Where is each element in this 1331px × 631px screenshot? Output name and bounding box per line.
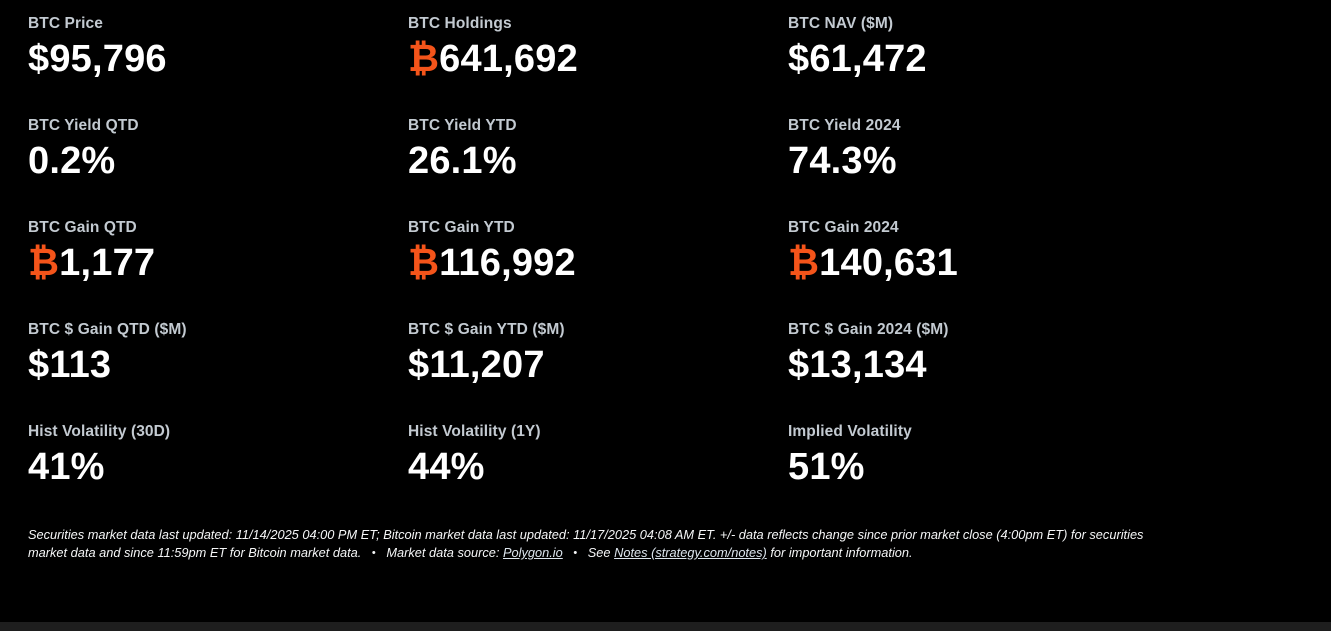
metric-value-text: $113 bbox=[28, 344, 112, 386]
metric-label: BTC Holdings bbox=[408, 15, 512, 32]
metric-card-btc-dollar-gain-ytd: BTC $ Gain YTD ($M) $11,207 bbox=[408, 320, 788, 388]
metric-value-text: $13,134 bbox=[788, 344, 927, 386]
metric-card-btc-dollar-gain-2024: BTC $ Gain 2024 ($M) $13,134 bbox=[788, 320, 1168, 388]
bullet-separator: • bbox=[371, 547, 376, 560]
metric-card-btc-gain-2024: BTC Gain 2024 ₿140,631 bbox=[788, 218, 1168, 286]
metric-value: 41% bbox=[28, 445, 408, 490]
metric-value: ₿1,177 bbox=[28, 241, 408, 286]
metric-value-text: 44% bbox=[408, 446, 485, 488]
metric-card-implied-volatility: Implied Volatility 51% bbox=[788, 422, 1168, 490]
metric-label: BTC Yield 2024 bbox=[788, 117, 901, 134]
metric-card-btc-price: BTC Price $95,796 bbox=[28, 14, 408, 82]
metric-value-text: 641,692 bbox=[439, 38, 578, 80]
metric-value: 26.1% bbox=[408, 139, 788, 184]
metric-value-text: $61,472 bbox=[788, 38, 927, 80]
bitcoin-symbol: ₿ bbox=[408, 38, 440, 80]
bitcoin-symbol: ₿ bbox=[28, 242, 60, 284]
metric-label: BTC Gain QTD bbox=[28, 219, 137, 236]
metric-value: ₿641,692 bbox=[408, 37, 788, 82]
metric-value: $13,134 bbox=[788, 343, 1168, 388]
bottom-edge-bar bbox=[0, 622, 1331, 631]
metric-value: $95,796 bbox=[28, 37, 408, 82]
metric-value: 0.2% bbox=[28, 139, 408, 184]
metric-value-text: 1,177 bbox=[59, 242, 156, 284]
metric-value: $113 bbox=[28, 343, 408, 388]
bitcoin-symbol: ₿ bbox=[408, 242, 440, 284]
metric-card-hist-volatility-30d: Hist Volatility (30D) 41% bbox=[28, 422, 408, 490]
metric-label: BTC Yield YTD bbox=[408, 117, 517, 134]
metric-value-text: $11,207 bbox=[408, 344, 545, 386]
metric-label: BTC Gain YTD bbox=[408, 219, 515, 236]
metric-label: BTC Price bbox=[28, 15, 103, 32]
metric-label: BTC NAV ($M) bbox=[788, 15, 894, 32]
metric-label: BTC Yield QTD bbox=[28, 117, 139, 134]
metric-value-text: 74.3% bbox=[788, 140, 897, 182]
see-label: See bbox=[587, 545, 611, 561]
metric-value-text: 41% bbox=[28, 446, 105, 488]
metric-value: $11,207 bbox=[408, 343, 788, 388]
metric-value: ₿140,631 bbox=[788, 241, 1168, 286]
metric-value: 51% bbox=[788, 445, 1168, 490]
metric-card-btc-yield-2024: BTC Yield 2024 74.3% bbox=[788, 116, 1168, 184]
notes-link[interactable]: Notes (strategy.com/notes) bbox=[614, 545, 767, 561]
polygon-link[interactable]: Polygon.io bbox=[503, 545, 563, 561]
bitcoin-symbol: ₿ bbox=[788, 242, 820, 284]
metric-label: BTC $ Gain YTD ($M) bbox=[408, 321, 565, 338]
metric-value-text: 140,631 bbox=[819, 242, 958, 284]
disclaimer-text: Securities market data last updated: 11/… bbox=[28, 527, 1144, 561]
metric-value-text: 0.2% bbox=[28, 140, 116, 182]
metric-label: Hist Volatility (1Y) bbox=[408, 423, 541, 440]
metric-value: 74.3% bbox=[788, 139, 1168, 184]
metric-value: 44% bbox=[408, 445, 788, 490]
metric-value: ₿116,992 bbox=[408, 241, 788, 286]
metric-value-text: 116,992 bbox=[439, 242, 576, 284]
metric-card-btc-gain-qtd: BTC Gain QTD ₿1,177 bbox=[28, 218, 408, 286]
metric-label: Implied Volatility bbox=[788, 423, 912, 440]
metric-label: BTC Gain 2024 bbox=[788, 219, 899, 236]
market-data-source-label: Market data source: bbox=[386, 545, 500, 561]
bullet-separator: • bbox=[573, 547, 578, 560]
metric-value-text: $95,796 bbox=[28, 38, 167, 80]
metric-value-text: 51% bbox=[788, 446, 865, 488]
metric-label: BTC $ Gain QTD ($M) bbox=[28, 321, 187, 338]
data-disclaimer: Securities market data last updated: 11/… bbox=[28, 526, 1153, 563]
metric-card-btc-yield-ytd: BTC Yield YTD 26.1% bbox=[408, 116, 788, 184]
metric-card-btc-yield-qtd: BTC Yield QTD 0.2% bbox=[28, 116, 408, 184]
metric-card-btc-gain-ytd: BTC Gain YTD ₿116,992 bbox=[408, 218, 788, 286]
metrics-grid: BTC Price $95,796 BTC Holdings ₿641,692 … bbox=[28, 14, 1168, 490]
metric-value-text: 26.1% bbox=[408, 140, 517, 182]
metric-card-btc-dollar-gain-qtd: BTC $ Gain QTD ($M) $113 bbox=[28, 320, 408, 388]
see-suffix: for important information. bbox=[770, 545, 913, 561]
metric-label: Hist Volatility (30D) bbox=[28, 423, 171, 440]
metric-card-hist-volatility-1y: Hist Volatility (1Y) 44% bbox=[408, 422, 788, 490]
metric-card-btc-holdings: BTC Holdings ₿641,692 bbox=[408, 14, 788, 82]
metric-card-btc-nav: BTC NAV ($M) $61,472 bbox=[788, 14, 1168, 82]
metric-value: $61,472 bbox=[788, 37, 1168, 82]
metric-label: BTC $ Gain 2024 ($M) bbox=[788, 321, 949, 338]
